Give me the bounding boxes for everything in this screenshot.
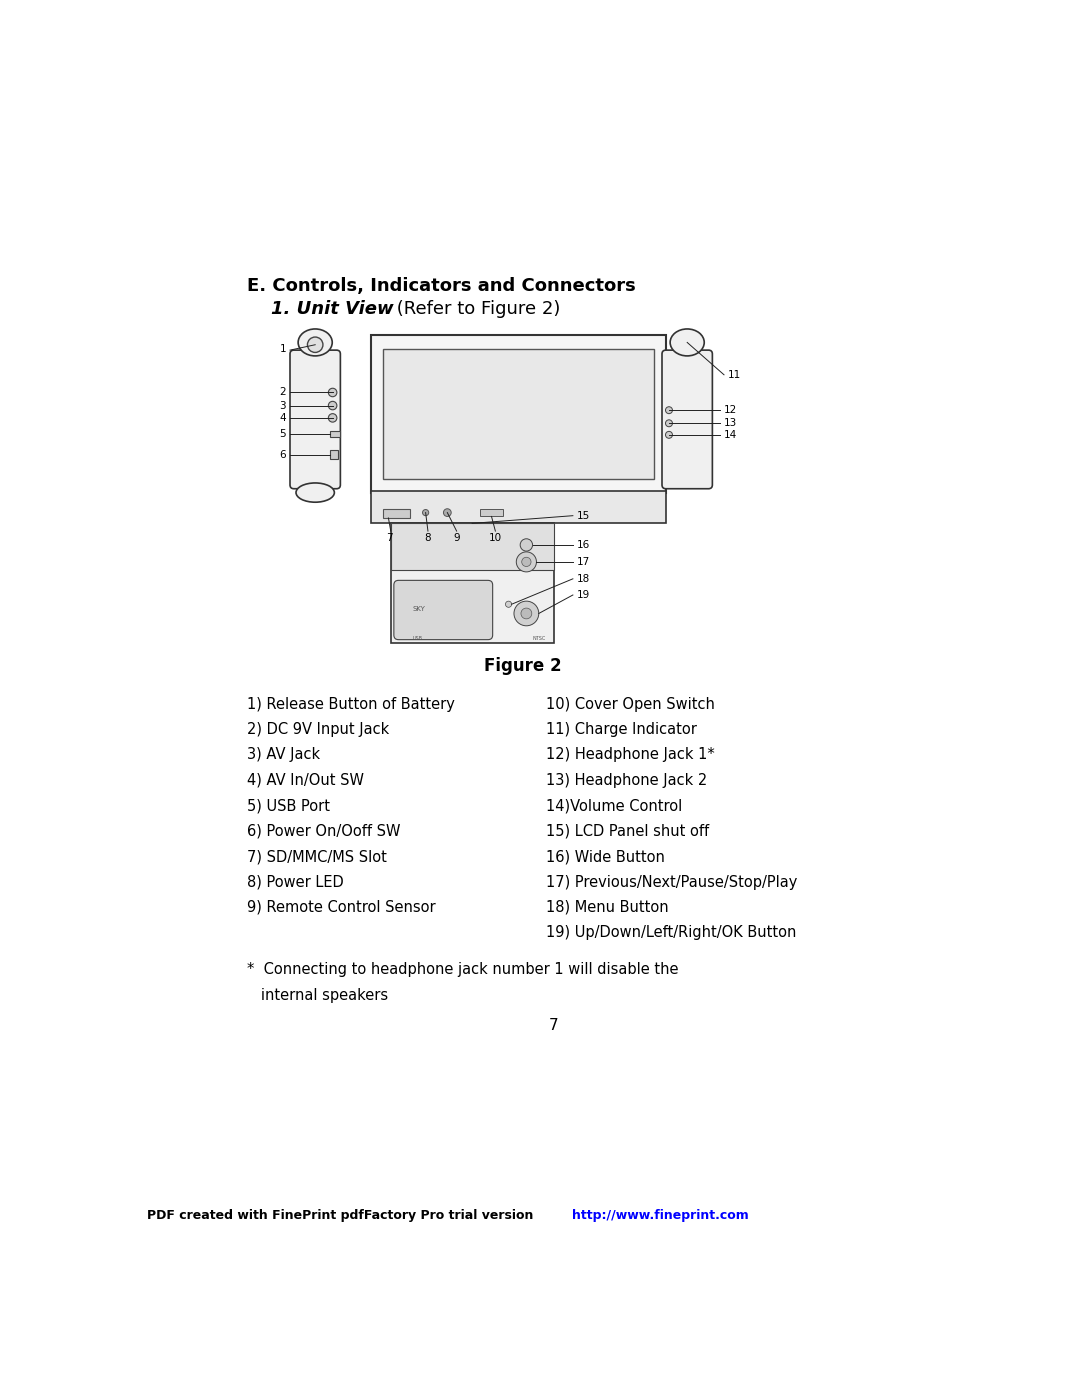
Text: 9: 9 xyxy=(454,534,460,543)
Text: 7: 7 xyxy=(549,1018,558,1032)
Text: 8: 8 xyxy=(424,534,431,543)
Text: 13) Headphone Jack 2: 13) Headphone Jack 2 xyxy=(545,773,707,788)
FancyBboxPatch shape xyxy=(291,351,340,489)
Text: 11: 11 xyxy=(728,370,741,380)
Bar xyxy=(372,335,666,493)
Text: 6) Power On/Ooff SW: 6) Power On/Ooff SW xyxy=(247,824,401,838)
Text: *  Connecting to headphone jack number 1 will disable the: * Connecting to headphone jack number 1 … xyxy=(247,963,679,978)
Bar xyxy=(480,509,503,517)
Text: 16) Wide Button: 16) Wide Button xyxy=(545,849,664,865)
Circle shape xyxy=(521,608,531,619)
Text: 2) DC 9V Input Jack: 2) DC 9V Input Jack xyxy=(247,722,390,738)
Text: 18: 18 xyxy=(577,574,590,584)
Text: 11) Charge Indicator: 11) Charge Indicator xyxy=(545,722,697,738)
Bar xyxy=(383,509,410,518)
Bar xyxy=(330,432,339,437)
Circle shape xyxy=(665,407,673,414)
Text: 7) SD/MMC/MS Slot: 7) SD/MMC/MS Slot xyxy=(247,849,388,865)
Bar xyxy=(330,450,338,460)
Text: 10) Cover Open Switch: 10) Cover Open Switch xyxy=(545,697,715,711)
Text: (Refer to Figure 2): (Refer to Figure 2) xyxy=(391,300,561,319)
Text: 19: 19 xyxy=(577,590,590,599)
Circle shape xyxy=(328,414,337,422)
Text: 19) Up/Down/Left/Right/OK Button: 19) Up/Down/Left/Right/OK Button xyxy=(545,925,796,940)
Text: 10: 10 xyxy=(489,534,502,543)
Text: 13: 13 xyxy=(724,418,738,429)
Text: 4) AV In/Out SW: 4) AV In/Out SW xyxy=(247,773,364,788)
Bar xyxy=(372,490,666,524)
Text: 14)Volume Control: 14)Volume Control xyxy=(545,798,681,813)
Text: E. Controls, Indicators and Connectors: E. Controls, Indicators and Connectors xyxy=(247,277,636,295)
Bar xyxy=(383,349,654,479)
Circle shape xyxy=(514,601,539,626)
Text: 2: 2 xyxy=(280,387,286,398)
Circle shape xyxy=(308,337,323,352)
Circle shape xyxy=(521,539,532,550)
Text: http://www.fineprint.com: http://www.fineprint.com xyxy=(572,1208,748,1222)
Circle shape xyxy=(505,601,512,608)
Text: 1) Release Button of Battery: 1) Release Button of Battery xyxy=(247,697,456,711)
Text: 17) Previous/Next/Pause/Stop/Play: 17) Previous/Next/Pause/Stop/Play xyxy=(545,875,797,890)
Text: 1. Unit View: 1. Unit View xyxy=(271,300,393,319)
Text: 16: 16 xyxy=(577,539,590,550)
Text: 15) LCD Panel shut off: 15) LCD Panel shut off xyxy=(545,824,708,838)
Circle shape xyxy=(665,420,673,426)
Text: 14: 14 xyxy=(724,430,738,440)
Text: 3) AV Jack: 3) AV Jack xyxy=(247,747,321,763)
Text: 3: 3 xyxy=(280,401,286,411)
Ellipse shape xyxy=(670,328,704,356)
Text: 15: 15 xyxy=(577,511,590,521)
Circle shape xyxy=(444,509,451,517)
Text: 6: 6 xyxy=(280,450,286,460)
Bar xyxy=(391,524,554,643)
Text: internal speakers: internal speakers xyxy=(247,988,389,1003)
Text: 7: 7 xyxy=(386,534,392,543)
Circle shape xyxy=(422,510,429,515)
Text: PDF created with FinePrint pdfFactory Pro trial version: PDF created with FinePrint pdfFactory Pr… xyxy=(147,1208,538,1222)
Text: Figure 2: Figure 2 xyxy=(484,657,562,675)
Ellipse shape xyxy=(296,483,335,502)
Text: NTSC: NTSC xyxy=(532,636,546,641)
Text: 9) Remote Control Sensor: 9) Remote Control Sensor xyxy=(247,900,436,915)
FancyBboxPatch shape xyxy=(394,580,492,640)
Text: 12: 12 xyxy=(724,405,738,415)
Bar xyxy=(391,524,554,570)
Text: 5) USB Port: 5) USB Port xyxy=(247,798,330,813)
Text: 8) Power LED: 8) Power LED xyxy=(247,875,345,890)
Text: 5: 5 xyxy=(280,429,286,439)
FancyBboxPatch shape xyxy=(662,351,713,489)
Text: 18) Menu Button: 18) Menu Button xyxy=(545,900,669,915)
Text: 4: 4 xyxy=(280,414,286,423)
Circle shape xyxy=(328,388,337,397)
Circle shape xyxy=(665,432,673,439)
Ellipse shape xyxy=(298,328,333,356)
Text: 12) Headphone Jack 1*: 12) Headphone Jack 1* xyxy=(545,747,715,763)
Circle shape xyxy=(516,552,537,571)
Circle shape xyxy=(522,557,531,567)
Circle shape xyxy=(328,401,337,409)
Text: USB: USB xyxy=(413,636,423,641)
Text: SKY: SKY xyxy=(413,606,426,612)
Text: 17: 17 xyxy=(577,557,590,567)
Text: 1: 1 xyxy=(280,344,286,353)
